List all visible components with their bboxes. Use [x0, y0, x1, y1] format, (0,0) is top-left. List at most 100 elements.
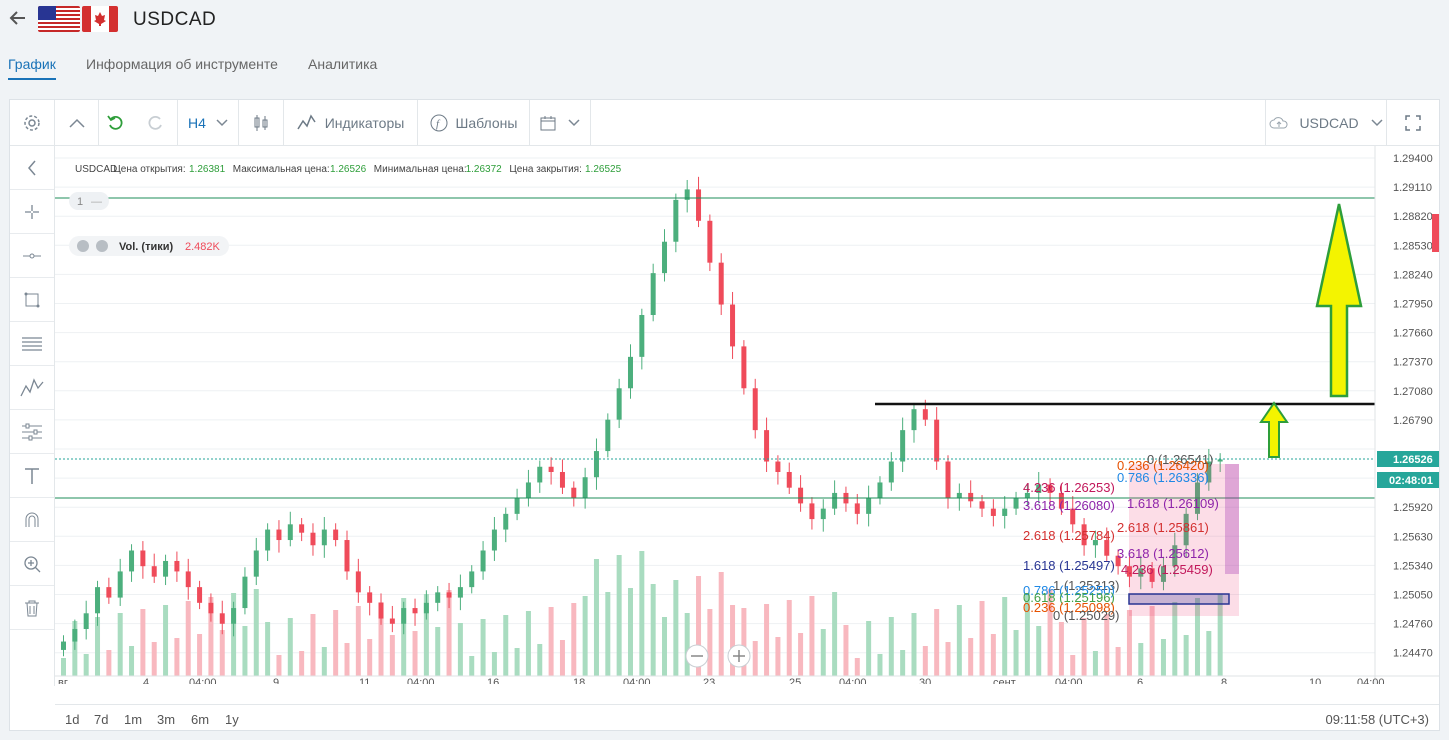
time-tick: 04:00 [839, 677, 867, 684]
time-tick: вг. [58, 677, 70, 684]
volume-bar [537, 644, 543, 676]
volume-bar [242, 626, 248, 676]
fibonacci-zone [1129, 464, 1239, 616]
volume-bar [163, 605, 169, 676]
magnet-icon[interactable] [10, 498, 54, 542]
fibonacci-icon[interactable] [10, 322, 54, 366]
volume-bar [798, 633, 804, 676]
volume-bar [378, 602, 384, 676]
calendar-select[interactable] [530, 100, 591, 145]
period-7d[interactable]: 7d [94, 712, 109, 727]
candle-body [775, 461, 781, 472]
time-tick: 23 [703, 677, 715, 684]
candle-body [888, 461, 894, 483]
pane-index-badge[interactable] [69, 192, 109, 210]
candle-body [559, 471, 565, 488]
undo-icon[interactable] [99, 100, 133, 145]
candle-body [1115, 555, 1121, 567]
volume-bar [469, 656, 475, 676]
period-1y[interactable]: 1y [225, 712, 239, 727]
candle-body [321, 529, 327, 546]
candle-body [197, 587, 203, 603]
candle-body [129, 550, 135, 572]
fibonacci-label: 0.236 (1.26420) [1117, 458, 1209, 473]
volume-bar [151, 642, 157, 676]
volume-indicator-chip[interactable] [69, 236, 229, 256]
volume-bar [990, 634, 996, 676]
rectangle-icon[interactable] [10, 278, 54, 322]
close-icon[interactable] [77, 240, 89, 252]
candle-body [1036, 484, 1042, 493]
volume-bar [934, 609, 940, 676]
zoom-in-icon[interactable] [10, 542, 54, 586]
time-tick: 9 [273, 677, 279, 684]
period-1m[interactable]: 1m [124, 712, 143, 727]
candle-body [684, 189, 690, 200]
volume-bar [299, 651, 305, 676]
candle-body [174, 560, 180, 572]
volume-bar [310, 614, 316, 676]
candle-body [877, 482, 883, 499]
price-tick: 1.25920 [1393, 502, 1433, 514]
price-chart[interactable]: 4.236 (1.26253)3.618 (1.26080)2.618 (1.2… [55, 146, 1439, 684]
candle-body [95, 587, 101, 614]
volume-bar [389, 635, 395, 676]
volume-bar [843, 625, 849, 676]
volume-bar [809, 596, 815, 676]
candle-body [1126, 566, 1132, 577]
indicators-button[interactable]: Индикаторы [284, 100, 418, 145]
candle-body [242, 576, 248, 609]
tab-bar: График Информация об инструменте Аналити… [0, 50, 700, 82]
candle-body [435, 592, 441, 603]
volume-bar [911, 613, 917, 676]
candle-body [979, 501, 985, 509]
symbol-select[interactable]: USDCAD [1265, 100, 1387, 145]
candle-body [276, 529, 282, 541]
horizontal-line-icon[interactable] [10, 234, 54, 278]
gear-icon[interactable] [96, 240, 108, 252]
trash-icon[interactable] [10, 586, 54, 630]
templates-button[interactable]: f Шаблоны [418, 100, 530, 145]
volume-bar [605, 592, 611, 676]
volume-bar [174, 638, 180, 676]
pattern-icon[interactable] [10, 366, 54, 410]
candle-body [1172, 545, 1178, 567]
candle-body [72, 628, 78, 642]
period-3m[interactable]: 3m [157, 712, 176, 727]
fullscreen-icon[interactable] [1387, 100, 1439, 145]
sliders-icon[interactable] [10, 410, 54, 454]
tab-analytics[interactable]: Аналитика [308, 56, 378, 72]
volume-value: 2.482K [185, 241, 221, 253]
period-1d[interactable]: 1d [65, 712, 80, 727]
time-tick: 04:00 [1357, 677, 1385, 684]
gear-icon[interactable] [10, 100, 55, 145]
arrow-left-icon[interactable] [8, 8, 28, 28]
collapse-icon[interactable] [10, 146, 54, 190]
countdown-label: 02:48:01 [1389, 475, 1433, 487]
text-icon[interactable] [10, 454, 54, 498]
chevron-up-icon[interactable] [55, 100, 99, 145]
svg-text:f: f [436, 118, 441, 130]
candle-body [423, 602, 429, 614]
candlestick-type-icon[interactable] [239, 100, 284, 145]
legend-close-label: Цена закрытия: [509, 164, 581, 175]
candle-body [786, 471, 792, 488]
volume-bar [922, 646, 928, 676]
time-tick: 8 [1221, 677, 1227, 684]
templates-label: Шаблоны [455, 114, 518, 131]
volume-bar [559, 640, 565, 676]
price-tick: 1.26790 [1393, 415, 1433, 427]
candle-body [730, 304, 736, 347]
tab-instrument-info[interactable]: Информация об инструменте [86, 56, 278, 72]
timeframe-select[interactable]: H4 [178, 100, 239, 145]
candle-body [718, 262, 724, 305]
price-tick: 1.27660 [1393, 328, 1433, 340]
period-6m[interactable]: 6m [191, 712, 210, 727]
indicators-icon [297, 113, 316, 129]
crosshair-icon[interactable] [10, 190, 54, 234]
candle-body [378, 602, 384, 619]
candle-body [140, 550, 146, 567]
tab-chart[interactable]: График [8, 56, 56, 72]
redo-icon[interactable] [133, 100, 178, 145]
candle-body [253, 550, 259, 577]
